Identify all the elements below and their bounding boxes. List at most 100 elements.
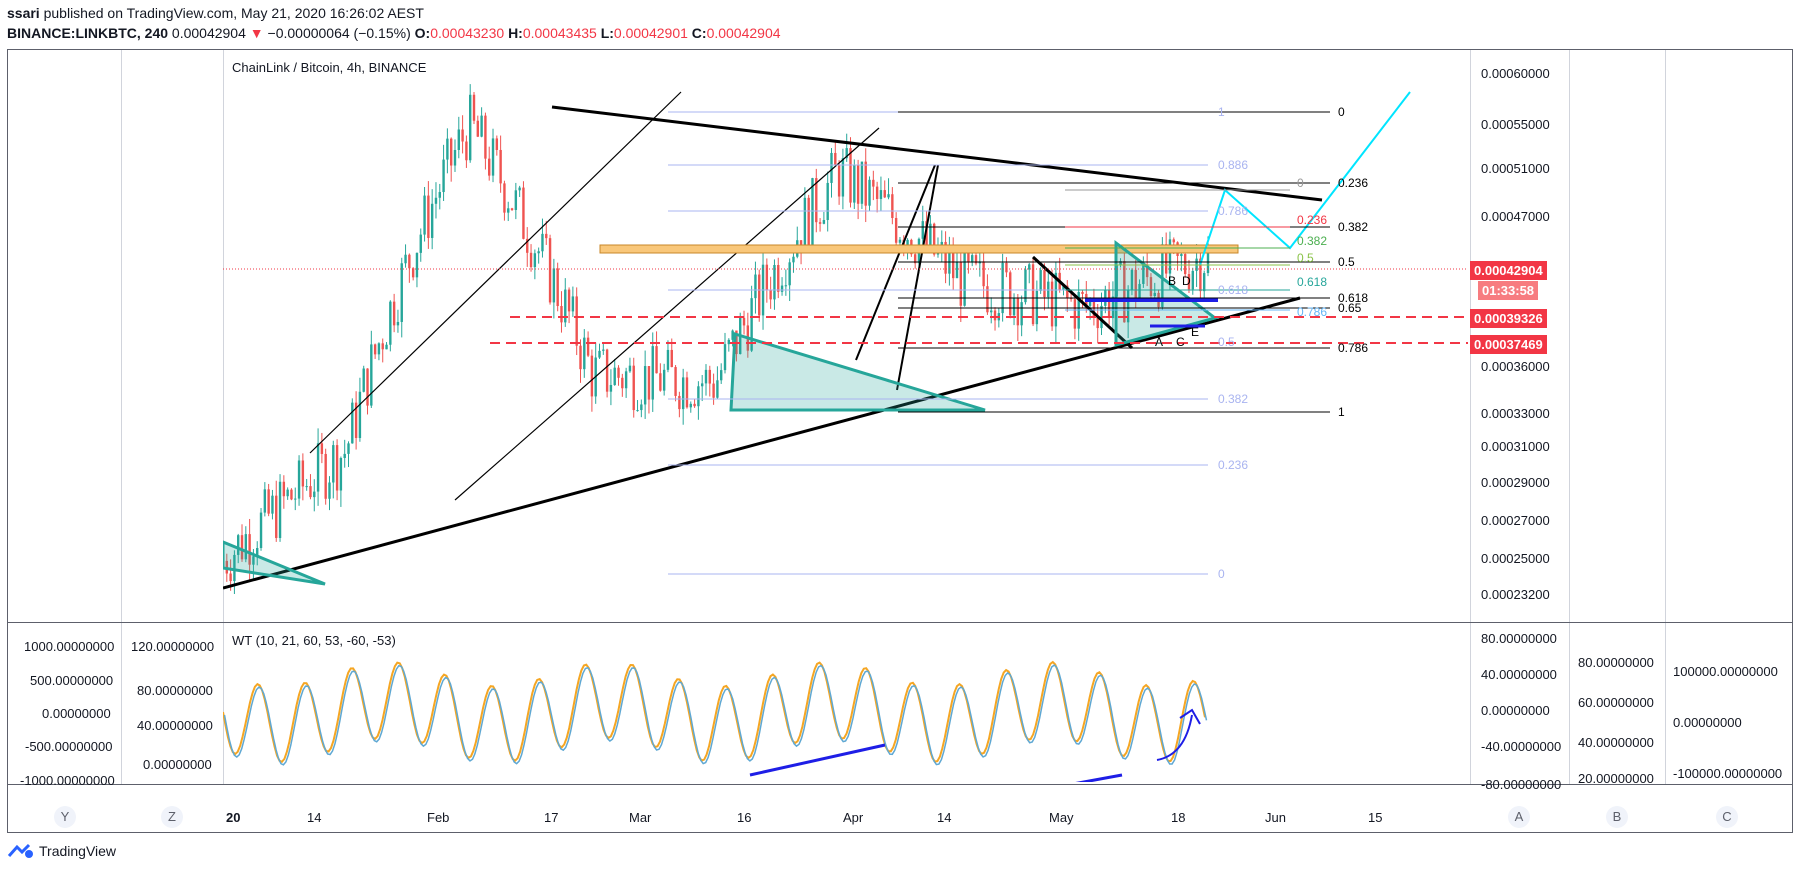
candle-body bbox=[720, 370, 723, 381]
candle-body bbox=[1081, 291, 1084, 294]
candle-body bbox=[803, 197, 807, 252]
candle-body bbox=[1012, 297, 1016, 316]
candle-body bbox=[351, 402, 354, 444]
left-scale-divider bbox=[121, 50, 122, 784]
candle-body bbox=[278, 481, 282, 538]
candle-body bbox=[526, 238, 529, 253]
price-axis-label: 0.00023200 bbox=[1481, 587, 1550, 602]
candle-body bbox=[1062, 285, 1065, 290]
candle-body bbox=[1202, 273, 1206, 292]
candle-body bbox=[404, 254, 407, 264]
candle-body bbox=[427, 195, 430, 238]
published-text: published on TradingView.com, May 21, 20… bbox=[43, 5, 424, 21]
candle-body bbox=[503, 183, 506, 213]
scale-button-y[interactable]: Y bbox=[54, 806, 76, 828]
candle-body bbox=[769, 289, 772, 300]
price-axis-label: 0.00031000 bbox=[1481, 439, 1550, 454]
candle-body bbox=[385, 344, 388, 350]
candle-body bbox=[389, 301, 392, 345]
flag-line-1 bbox=[855, 164, 936, 361]
fib-left-label: 0 bbox=[1218, 567, 1225, 581]
price-axis-label: 0.00027000 bbox=[1481, 513, 1550, 528]
scale-button-a[interactable]: A bbox=[1508, 806, 1530, 828]
divergence-line-1 bbox=[749, 743, 886, 777]
fib-right-label: 0.786 bbox=[1338, 341, 1368, 355]
fib-left-label: 1 bbox=[1218, 105, 1225, 119]
candle-body bbox=[1206, 244, 1210, 274]
candle-body bbox=[560, 306, 563, 323]
candle-body bbox=[313, 491, 316, 498]
ind-left-axis2-label: 0.00000000 bbox=[143, 757, 212, 772]
candle-body bbox=[1119, 261, 1122, 266]
candle-body bbox=[967, 249, 970, 263]
scale-button-z[interactable]: Z bbox=[161, 806, 183, 828]
candle-body bbox=[784, 285, 788, 287]
pattern-label-a: A bbox=[1155, 335, 1163, 349]
open-label: O: bbox=[414, 25, 431, 41]
candle-body bbox=[913, 254, 917, 264]
candle-body bbox=[507, 208, 510, 213]
fib-left-label: 0.886 bbox=[1218, 158, 1248, 172]
fib-left-label: 0.236 bbox=[1218, 458, 1248, 472]
footer-brand[interactable]: TradingView bbox=[7, 840, 116, 862]
candle-body bbox=[807, 197, 810, 249]
fib-mid-label: 0.618 bbox=[1297, 275, 1327, 289]
candle-body bbox=[898, 239, 902, 243]
candle-body bbox=[1073, 299, 1077, 329]
candle-body bbox=[605, 349, 609, 392]
time-axis-separator bbox=[8, 784, 1792, 785]
channel-upper bbox=[309, 91, 682, 454]
candle-body bbox=[704, 369, 708, 384]
candle-body bbox=[1020, 302, 1023, 326]
candle-body bbox=[841, 158, 845, 197]
time-label: 16 bbox=[737, 810, 752, 825]
candle-body bbox=[875, 186, 879, 199]
candle-body bbox=[944, 241, 947, 274]
scale-button-c[interactable]: C bbox=[1716, 806, 1738, 828]
fib-mid bbox=[1065, 189, 1290, 311]
candle-body bbox=[681, 377, 685, 410]
scale-button-b[interactable]: B bbox=[1606, 806, 1628, 828]
fib-labels: 0.886 0.786 0.618 0.382 0.236 0 1 0.5 0 … bbox=[1155, 105, 1368, 581]
symbol-name[interactable]: BINANCE:LINKBTC, 240 bbox=[7, 25, 169, 41]
main-pane-title: ChainLink / Bitcoin, 4h, BINANCE bbox=[232, 60, 427, 75]
low-value: 0.00042901 bbox=[613, 25, 688, 41]
candle-body bbox=[697, 386, 700, 407]
candle-body bbox=[993, 310, 997, 321]
candle-body bbox=[864, 161, 867, 206]
pattern-label-c: C bbox=[1176, 335, 1185, 349]
ind-right-axis-label: 80.00000000 bbox=[1481, 631, 1557, 646]
price-axis-label: 0.00047000 bbox=[1481, 209, 1550, 224]
candle-body bbox=[1145, 264, 1149, 278]
candle-body bbox=[324, 453, 327, 499]
price-change: −0.00000064 (−0.15%) bbox=[267, 25, 411, 41]
candle-body bbox=[529, 252, 533, 268]
fib-right-label: 0 bbox=[1338, 105, 1345, 119]
right-scale-divider bbox=[1470, 50, 1471, 784]
candle-body bbox=[282, 481, 286, 497]
ind-right-axis-label: 40.00000000 bbox=[1481, 667, 1557, 682]
author-name[interactable]: ssari bbox=[7, 5, 40, 21]
fib-right-label: 1 bbox=[1338, 405, 1345, 419]
candle-body bbox=[856, 164, 860, 204]
candle-body bbox=[727, 339, 731, 345]
fib-right-label: 0.236 bbox=[1338, 176, 1368, 190]
candle-body bbox=[883, 190, 886, 198]
candle-body bbox=[411, 268, 415, 278]
candle-body bbox=[537, 251, 540, 254]
change-arrow-icon: ▼ bbox=[249, 25, 264, 41]
candle-body bbox=[1054, 272, 1058, 327]
candle-body bbox=[777, 264, 780, 292]
candle-body bbox=[1111, 296, 1115, 319]
candle-body bbox=[377, 343, 381, 355]
candle-body bbox=[415, 252, 419, 278]
candle-body bbox=[1199, 258, 1202, 292]
candle-body bbox=[879, 190, 883, 199]
countdown-tag: 01:33:58 bbox=[1478, 281, 1539, 300]
candle-body bbox=[491, 138, 495, 176]
candle-body bbox=[419, 234, 422, 253]
candle-body bbox=[1164, 244, 1168, 274]
candle-body bbox=[438, 192, 441, 198]
price-axis-label: 0.00055000 bbox=[1481, 117, 1550, 132]
